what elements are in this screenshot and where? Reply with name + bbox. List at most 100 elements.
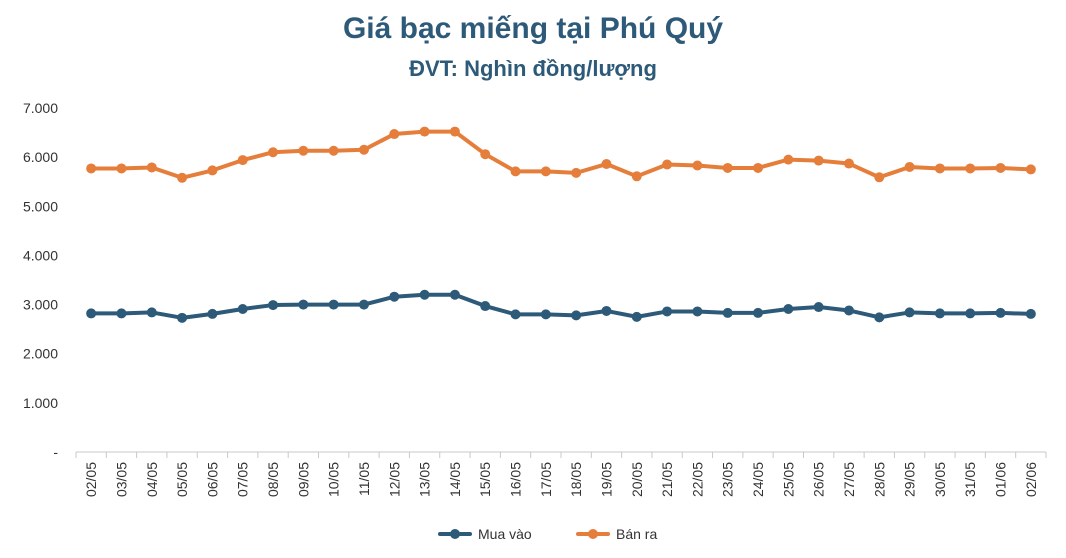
x-tick-label: 22/05 bbox=[689, 462, 705, 497]
legend-label: Bán ra bbox=[616, 526, 657, 542]
data-point bbox=[207, 165, 218, 176]
data-point bbox=[177, 312, 188, 323]
series-2 bbox=[86, 126, 1036, 183]
x-tick-label: 31/05 bbox=[962, 462, 978, 497]
x-tick-label: 02/05 bbox=[83, 462, 99, 497]
y-tick-label: 1.000 bbox=[23, 395, 58, 411]
x-tick-label: 08/05 bbox=[265, 462, 281, 497]
legend-marker bbox=[588, 529, 598, 539]
data-point bbox=[358, 144, 369, 155]
y-tick-label: - bbox=[53, 444, 58, 460]
x-tick-label: 20/05 bbox=[629, 462, 645, 497]
x-tick-label: 21/05 bbox=[659, 462, 675, 497]
x-tick-label: 02/06 bbox=[1023, 462, 1039, 497]
data-point bbox=[1025, 308, 1036, 319]
x-tick-label: 28/05 bbox=[871, 462, 887, 497]
data-point bbox=[116, 308, 127, 319]
data-point bbox=[843, 305, 854, 316]
data-point bbox=[995, 307, 1006, 318]
data-point bbox=[934, 163, 945, 174]
data-point bbox=[389, 291, 400, 302]
data-point bbox=[571, 310, 582, 321]
x-tick-label: 16/05 bbox=[508, 462, 524, 497]
data-point bbox=[813, 302, 824, 313]
data-point bbox=[510, 166, 521, 177]
x-tick-label: 13/05 bbox=[417, 462, 433, 497]
x-tick-label: 15/05 bbox=[477, 462, 493, 497]
data-point bbox=[146, 162, 157, 173]
data-point bbox=[358, 299, 369, 310]
data-point bbox=[480, 149, 491, 160]
data-point bbox=[753, 307, 764, 318]
legend-item: Mua vào bbox=[438, 526, 532, 542]
data-point bbox=[722, 162, 733, 173]
x-tick-label: 14/05 bbox=[447, 462, 463, 497]
x-tick-label: 27/05 bbox=[841, 462, 857, 497]
data-point bbox=[601, 305, 612, 316]
data-point bbox=[540, 309, 551, 320]
data-point bbox=[601, 159, 612, 170]
x-tick-label: 30/05 bbox=[932, 462, 948, 497]
series-line bbox=[89, 129, 1033, 180]
legend-label: Mua vào bbox=[478, 526, 532, 542]
data-point bbox=[540, 166, 551, 177]
y-tick-label: 5.000 bbox=[23, 198, 58, 214]
chart-title: Giá bạc miếng tại Phú Quý bbox=[342, 12, 724, 45]
data-point bbox=[692, 160, 703, 171]
data-point bbox=[692, 306, 703, 317]
data-point bbox=[1025, 164, 1036, 175]
data-point bbox=[631, 311, 642, 322]
data-point bbox=[298, 145, 309, 156]
data-point bbox=[449, 126, 460, 137]
legend-item: Bán ra bbox=[576, 526, 657, 542]
x-tick-label: 18/05 bbox=[568, 462, 584, 497]
data-point bbox=[237, 155, 248, 166]
data-point bbox=[662, 159, 673, 170]
x-tick-label: 23/05 bbox=[720, 462, 736, 497]
data-point bbox=[268, 147, 279, 158]
x-tick-label: 24/05 bbox=[750, 462, 766, 497]
x-tick-label: 05/05 bbox=[174, 462, 190, 497]
y-tick-label: 7.000 bbox=[23, 100, 58, 116]
data-point bbox=[631, 171, 642, 182]
data-point bbox=[753, 162, 764, 173]
data-point bbox=[480, 301, 491, 312]
data-point bbox=[874, 312, 885, 323]
data-point bbox=[783, 154, 794, 165]
data-point bbox=[813, 155, 824, 166]
data-point bbox=[571, 167, 582, 178]
data-point bbox=[419, 126, 430, 137]
x-tick-label: 19/05 bbox=[598, 462, 614, 497]
data-point bbox=[86, 308, 97, 319]
y-tick-label: 3.000 bbox=[23, 297, 58, 313]
data-point bbox=[389, 129, 400, 140]
data-point bbox=[328, 145, 339, 156]
legend-marker bbox=[450, 529, 460, 539]
data-point bbox=[116, 163, 127, 174]
y-tick-label: 6.000 bbox=[23, 149, 58, 165]
data-point bbox=[298, 299, 309, 310]
data-point bbox=[662, 306, 673, 317]
data-point bbox=[965, 308, 976, 319]
data-point bbox=[904, 161, 915, 172]
series-line bbox=[89, 292, 1033, 320]
x-tick-label: 11/05 bbox=[356, 462, 372, 496]
data-point bbox=[449, 289, 460, 300]
series-1 bbox=[86, 289, 1036, 323]
data-point bbox=[419, 289, 430, 300]
data-point bbox=[874, 172, 885, 183]
y-tick-label: 2.000 bbox=[23, 346, 58, 362]
chart-subtitle: ĐVT: Nghìn đồng/lượng bbox=[409, 56, 657, 81]
x-tick-label: 26/05 bbox=[811, 462, 827, 497]
x-tick-label: 04/05 bbox=[144, 462, 160, 497]
data-point bbox=[995, 162, 1006, 173]
data-point bbox=[268, 300, 279, 311]
data-point bbox=[237, 303, 248, 314]
data-point bbox=[177, 172, 188, 183]
x-tick-label: 07/05 bbox=[235, 462, 251, 497]
data-point bbox=[146, 307, 157, 318]
legend: Mua vào Bán ra bbox=[438, 526, 657, 542]
x-tick-label: 01/06 bbox=[993, 462, 1009, 497]
series-layer bbox=[86, 126, 1036, 323]
